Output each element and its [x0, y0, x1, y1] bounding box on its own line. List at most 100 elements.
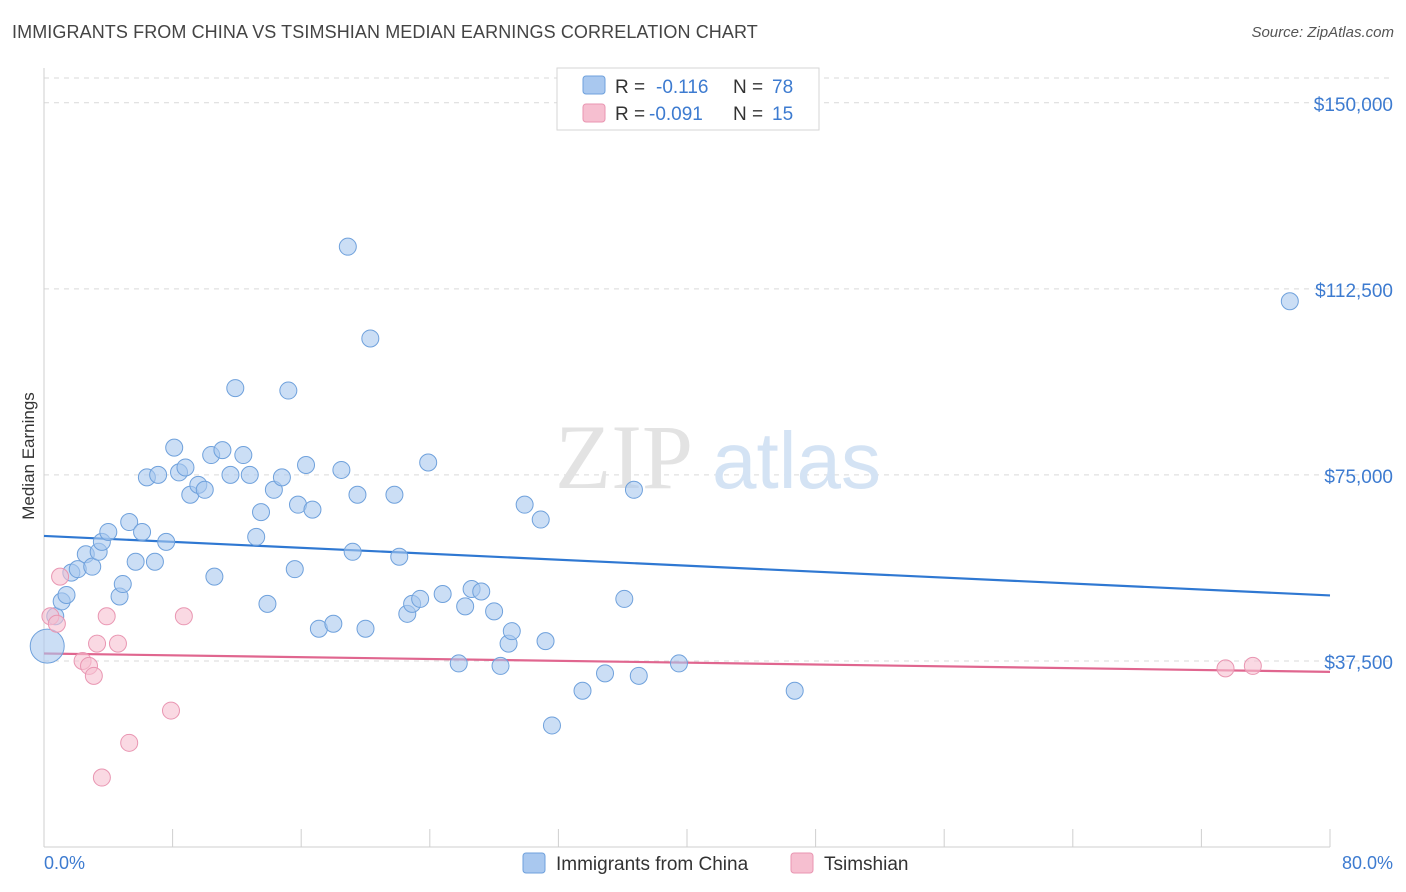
point-china-59	[456, 597, 475, 616]
point-china-74	[629, 666, 648, 685]
point-china-39	[285, 560, 304, 579]
point-china-19	[157, 532, 176, 551]
point-china-25	[195, 480, 214, 499]
point-china-18	[149, 465, 168, 484]
legend-n-value-2: 15	[772, 104, 793, 125]
point-china-38	[279, 381, 298, 400]
y-tick-labels: $37,500 $75,000 $112,500 $150,000	[1314, 95, 1393, 674]
legend-n-label-2: N =	[733, 104, 763, 125]
legend-box: R = -0.116 N = 78 R = -0.091 N = 15	[556, 67, 820, 131]
point-china-32	[240, 465, 259, 484]
x-tick-label-0: 0.0%	[44, 853, 85, 873]
point-china-71	[596, 664, 615, 683]
series-legend-swatch-tsimshian	[790, 852, 814, 874]
grid	[44, 77, 1394, 662]
point-china-20	[165, 438, 184, 457]
trend-lines	[43, 534, 1331, 673]
series-legend: Immigrants from China Tsimshian	[522, 852, 908, 875]
point-china-49	[356, 619, 375, 638]
point-china-27	[205, 567, 224, 586]
watermark: ZIP atlas	[555, 406, 881, 508]
point-china-35	[258, 594, 277, 613]
point-china-42	[303, 500, 322, 519]
point-china-72	[615, 589, 634, 608]
point-china-47	[343, 542, 362, 561]
point-tsimshian-9	[108, 634, 127, 653]
point-tsimshian-12	[174, 607, 193, 626]
point-china-46	[338, 237, 357, 256]
watermark-atlas: atlas	[712, 416, 881, 505]
point-china-55	[411, 589, 430, 608]
trend-line-0	[43, 534, 1331, 597]
legend-swatch-blue	[582, 75, 606, 95]
axes	[43, 68, 1331, 848]
point-china-30	[226, 379, 245, 398]
point-china-7	[83, 557, 102, 576]
legend-r-value-1: -0.116	[656, 77, 708, 98]
point-china-31	[234, 446, 253, 465]
point-tsimshian-8	[97, 607, 116, 626]
chart-title: IMMIGRANTS FROM CHINA VS TSIMSHIAN MEDIA…	[12, 22, 758, 42]
point-china-69	[542, 716, 561, 735]
point-china-61	[472, 582, 491, 601]
legend-n-label-1: N =	[733, 77, 763, 98]
point-tsimshian-5	[84, 666, 103, 685]
legend-r-label-1: R =	[615, 77, 645, 98]
legend-n-value-1: 78	[772, 77, 793, 98]
legend-swatch-pink	[582, 103, 606, 123]
point-china-22	[176, 458, 195, 477]
series-legend-swatch-china	[522, 852, 546, 874]
y-axis-label: Median Earnings	[19, 392, 38, 520]
point-china-50	[361, 329, 380, 348]
series-legend-tsimshian: Tsimshian	[824, 854, 908, 875]
point-china-66	[515, 495, 534, 514]
point-china-28	[213, 441, 232, 460]
point-china-34	[252, 503, 271, 522]
source-label: Source: ZipAtlas.com	[1251, 24, 1394, 41]
watermark-zip: ZIP	[555, 406, 693, 508]
y-tick-label-3: $150,000	[1314, 95, 1393, 116]
point-tsimshian-13	[1216, 659, 1235, 678]
legend-r-value-2: -0.091	[649, 104, 703, 125]
point-tsimshian-6	[88, 634, 107, 653]
point-china-67	[531, 510, 550, 529]
point-china-0	[29, 628, 65, 664]
point-china-65	[502, 622, 521, 641]
point-china-10	[99, 522, 118, 541]
point-china-3	[57, 585, 76, 604]
x-tick-labels: 0.0% 80.0%	[44, 853, 1393, 873]
y-tick-label-1: $75,000	[1324, 467, 1393, 488]
point-tsimshian-7	[92, 768, 111, 787]
point-china-45	[332, 460, 351, 479]
point-china-70	[573, 681, 592, 700]
series-legend-china: Immigrants from China	[556, 854, 749, 875]
point-china-17	[145, 552, 164, 571]
point-china-73	[624, 480, 643, 499]
point-china-56	[419, 453, 438, 472]
point-tsimshian-1	[47, 614, 66, 633]
point-china-76	[785, 681, 804, 700]
point-china-52	[390, 547, 409, 566]
point-china-62	[485, 602, 504, 621]
legend-r-label-2: R =	[615, 104, 645, 125]
point-china-33	[247, 527, 266, 546]
point-tsimshian-10	[120, 733, 139, 752]
x-tick-label-1: 80.0%	[1342, 853, 1393, 873]
point-china-48	[348, 485, 367, 504]
point-china-75	[669, 654, 688, 673]
point-china-15	[133, 522, 152, 541]
point-china-63	[491, 656, 510, 675]
point-china-51	[385, 485, 404, 504]
point-tsimshian-2	[51, 567, 70, 586]
point-china-44	[324, 614, 343, 633]
point-china-12	[113, 575, 132, 594]
point-tsimshian-14	[1243, 656, 1262, 675]
y-tick-label-2: $112,500	[1315, 281, 1393, 302]
data-points	[29, 237, 1299, 787]
point-china-58	[449, 654, 468, 673]
point-china-77	[1280, 292, 1299, 311]
point-china-13	[120, 513, 139, 532]
point-china-41	[297, 455, 316, 474]
point-china-14	[126, 552, 145, 571]
